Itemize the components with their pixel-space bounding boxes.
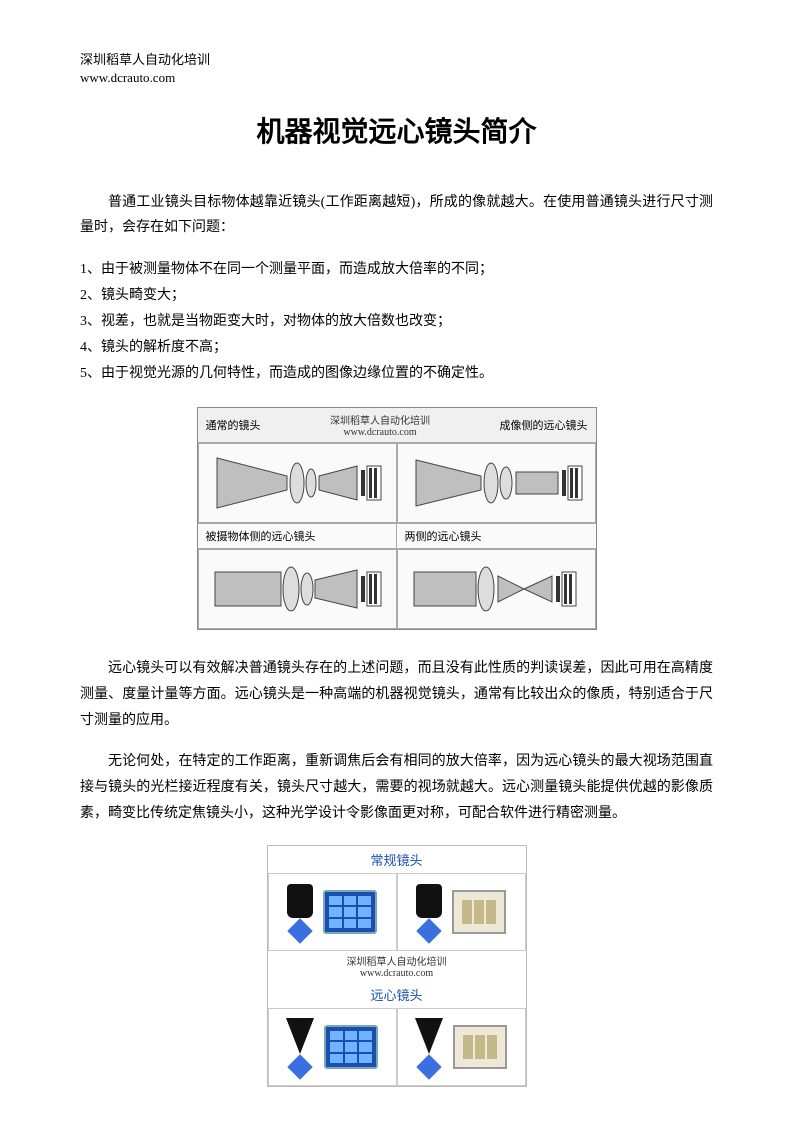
problem-list: 1、由于被测量物体不在同一个测量平面，而造成放大倍率的不同； 2、镜头畸变大； …	[80, 257, 713, 386]
list-item: 2、镜头畸变大；	[80, 283, 713, 309]
fig2-cell-tr	[397, 873, 526, 951]
list-item: 4、镜头的解析度不高；	[80, 335, 713, 361]
figure-lens-photo-comparison: 常规镜头 深圳稻草人自动化培训 w	[267, 845, 527, 1087]
screen-icon	[452, 890, 506, 934]
fig2-cell-br	[397, 1008, 526, 1086]
normal-lens-icon	[416, 884, 442, 918]
paragraph-3: 无论何处，在特定的工作距离，重新调焦后会有相同的放大倍率，因为远心镜头的最大视场…	[80, 749, 713, 827]
fig1-header-right: 成像侧的远心镜头	[500, 417, 588, 433]
fig2-cell-tl	[268, 873, 397, 951]
fig1-watermark-line1: 深圳稻草人自动化培训	[330, 416, 430, 427]
fig1-header: 通常的镜头 深圳稻草人自动化培训 www.dcrauto.com 成像侧的远心镜…	[198, 408, 596, 443]
diamond-icon	[287, 918, 312, 943]
diamond-icon	[416, 1054, 441, 1079]
lens-diagram-image-telecentric-icon	[406, 448, 586, 518]
fig2-watermark-line2: www.dcrauto.com	[360, 968, 433, 979]
fig1-cell-bl	[198, 549, 397, 629]
figure-2-wrap: 常规镜头 深圳稻草人自动化培训 w	[80, 845, 713, 1087]
list-item: 5、由于视觉光源的几何特性，而造成的图像边缘位置的不确定性。	[80, 361, 713, 387]
intro-paragraph: 普通工业镜头目标物体越靠近镜头(工作距离越短)，所成的像就越大。在使用普通镜头进…	[80, 190, 713, 242]
fig2-title-bottom: 远心镜头	[268, 981, 526, 1008]
fig1-cell-tl	[198, 443, 397, 523]
paragraph-2: 远心镜头可以有效解决普通镜头存在的上述问题，而且没有此性质的判读误差，因此可用在…	[80, 656, 713, 734]
fig2-cell-bl	[268, 1008, 397, 1086]
screen-icon	[453, 1025, 507, 1069]
fig1-label-bl: 被摄物体侧的远心镜头	[198, 523, 397, 549]
lens-diagram-bi-telecentric-icon	[406, 554, 586, 624]
diamond-icon	[416, 918, 441, 943]
fig1-header-mid: 深圳稻草人自动化培训 www.dcrauto.com	[330, 412, 430, 438]
diamond-icon	[287, 1054, 312, 1079]
screen-icon	[323, 890, 377, 934]
fig1-label-br: 两侧的远心镜头	[397, 523, 596, 549]
header-org: 深圳稻草人自动化培训	[80, 50, 713, 70]
telecentric-lens-icon	[286, 1018, 314, 1054]
lens-diagram-normal-icon	[207, 448, 387, 518]
telecentric-lens-icon	[415, 1018, 443, 1054]
figure-1-wrap: 通常的镜头 深圳稻草人自动化培训 www.dcrauto.com 成像侧的远心镜…	[80, 407, 713, 630]
screen-icon	[324, 1025, 378, 1069]
fig1-cell-tr	[397, 443, 596, 523]
lens-diagram-object-telecentric-icon	[207, 554, 387, 624]
normal-lens-icon	[287, 884, 313, 918]
figure-lens-comparison: 通常的镜头 深圳稻草人自动化培训 www.dcrauto.com 成像侧的远心镜…	[197, 407, 597, 630]
fig1-watermark-line2: www.dcrauto.com	[343, 427, 416, 438]
list-item: 1、由于被测量物体不在同一个测量平面，而造成放大倍率的不同；	[80, 257, 713, 283]
fig2-title-top: 常规镜头	[268, 846, 526, 873]
fig2-watermark-line1: 深圳稻草人自动化培训	[347, 957, 447, 968]
header-url: www.dcrauto.com	[80, 70, 713, 86]
fig2-watermark: 深圳稻草人自动化培训 www.dcrauto.com	[268, 951, 526, 981]
page-title: 机器视觉远心镜头简介	[80, 110, 713, 150]
list-item: 3、视差，也就是当物距变大时，对物体的放大倍数也改变；	[80, 309, 713, 335]
fig1-cell-br	[397, 549, 596, 629]
fig1-header-left: 通常的镜头	[206, 417, 261, 433]
